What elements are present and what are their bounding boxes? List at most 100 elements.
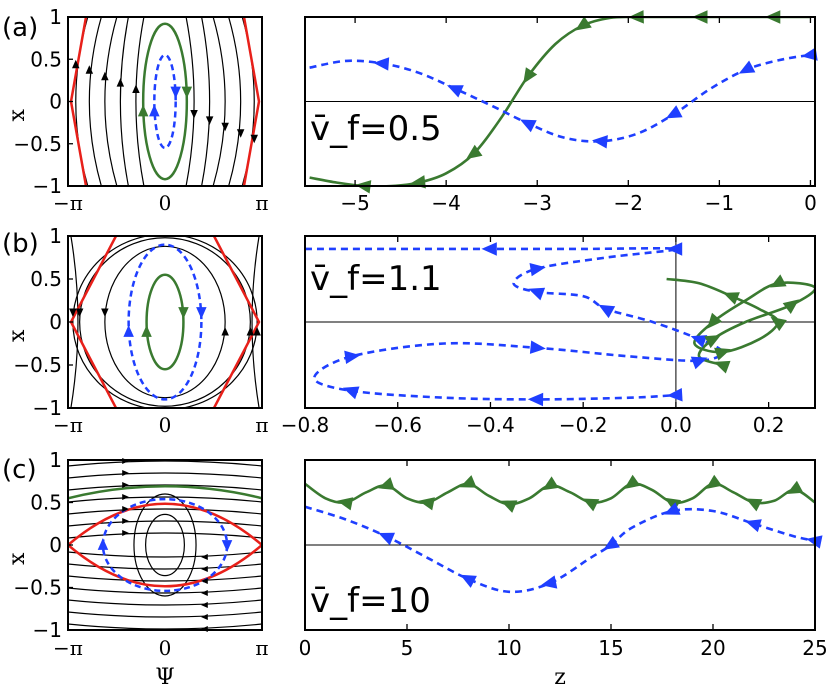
ytick-label: 0.5 — [30, 491, 62, 515]
streamline — [251, 236, 260, 408]
phase-orbit-arrow — [221, 540, 233, 552]
phase-portrait-b — [69, 236, 261, 408]
series-blue-arrow — [592, 135, 608, 149]
streamline-arrow — [201, 602, 208, 608]
series-green-arrow — [770, 316, 787, 332]
ytick-label: −1 — [33, 396, 62, 420]
streamline — [68, 484, 262, 491]
series-green-arrow — [523, 67, 538, 84]
streamline — [68, 532, 262, 539]
series-blue-arrow — [460, 574, 477, 588]
xtick-label: 0 — [159, 636, 172, 660]
streamline-arrow — [201, 590, 208, 596]
streamline-arrow — [246, 327, 255, 336]
streamline — [68, 587, 262, 594]
series-green-arrow — [745, 498, 763, 512]
phase-orbit-arrow — [181, 86, 193, 99]
streamline — [68, 520, 262, 527]
phase-orbit-arrow — [170, 86, 181, 99]
separatrix — [68, 502, 262, 588]
series-blue-arrow — [666, 242, 683, 256]
streamline — [212, 17, 226, 186]
time-frame — [304, 235, 816, 409]
streamline-arrow — [122, 494, 129, 500]
series-blue-arrow — [447, 85, 464, 98]
xtick-label: 0.2 — [753, 413, 785, 437]
streamline-arrow — [221, 327, 229, 336]
series-blue-arrow — [527, 392, 544, 407]
streamline-arrow — [85, 65, 94, 74]
streamline — [68, 599, 262, 606]
series-blue-arrow — [598, 304, 616, 319]
streamline-arrow — [116, 78, 125, 87]
series-green-arrow — [466, 144, 483, 160]
streamline-arrow — [122, 518, 129, 524]
xtick-label: 10 — [496, 636, 521, 660]
ytick-label: 1 — [49, 224, 62, 248]
streamline — [68, 460, 262, 467]
streamline-arrow — [236, 129, 245, 138]
series-blue-arrow — [520, 119, 537, 133]
xtick-label: −3 — [522, 191, 551, 215]
xtick-label: 0 — [299, 636, 312, 660]
streamline-arrow — [101, 308, 109, 317]
streamline — [68, 551, 262, 558]
ytick-label: 1 — [49, 5, 62, 29]
series-blue-arrow — [344, 350, 361, 364]
streamline-arrow — [253, 327, 261, 336]
phase-orbit-arrow — [141, 325, 152, 337]
streamline-arrow — [132, 84, 140, 93]
phase-orbit-arrow — [149, 104, 160, 117]
series-blue-arrow — [801, 47, 818, 61]
time-series-c — [305, 482, 815, 594]
series-green-arrow — [378, 477, 395, 490]
xtick-label: 20 — [700, 636, 725, 660]
xtick-label: −0.2 — [559, 413, 608, 437]
ytick-label: −0.5 — [13, 353, 62, 377]
ytick-label: 1 — [49, 448, 62, 472]
streamline — [88, 17, 102, 186]
series-blue-arrow — [481, 242, 497, 256]
series-green-arrow — [575, 16, 592, 31]
series-blue-arrow — [738, 60, 756, 74]
xtick-label: −4 — [431, 191, 460, 215]
xtick-label: 15 — [598, 636, 623, 660]
phase-xlabel: Ψ — [155, 665, 174, 690]
streamline — [135, 17, 145, 186]
phase-frame — [67, 235, 263, 409]
phase-portrait-c — [68, 460, 262, 630]
xtick-label: −π — [53, 191, 83, 215]
streamline — [104, 17, 118, 186]
panel-label: (c) — [2, 455, 37, 485]
series-blue-arrow — [666, 388, 683, 402]
series-blue-arrow — [663, 502, 681, 515]
separatrix-right — [212, 236, 261, 408]
phase-orbit-blue — [153, 53, 177, 150]
series-blue-arrow — [378, 532, 395, 546]
phase-portrait-a — [69, 17, 261, 186]
phase-orbit-green — [68, 485, 262, 500]
streamline-arrow — [69, 308, 77, 317]
phase-orbit-arrow — [137, 104, 149, 117]
xtick-label: −0.8 — [281, 413, 330, 437]
xtick-label: 0 — [159, 413, 172, 437]
streamline-arrow — [122, 470, 129, 476]
series-green-arrow — [707, 312, 723, 329]
streamline — [72, 236, 258, 408]
streamline-arrow — [122, 530, 129, 536]
streamline — [70, 236, 79, 408]
streamline-arrow — [75, 308, 84, 317]
streamline-arrow — [205, 116, 214, 125]
ytick-label: 0 — [49, 90, 62, 114]
ytick-label: 0 — [49, 533, 62, 557]
streamline-arrow — [190, 110, 198, 119]
velocity-label: v̄_f=10 — [310, 581, 431, 621]
series-blue — [305, 505, 815, 594]
series-green-arrow — [786, 480, 804, 494]
time-frame — [304, 459, 816, 631]
ytick-label: −0.5 — [13, 132, 62, 156]
series-blue-arrow — [690, 335, 708, 348]
xtick-label: 0 — [804, 191, 817, 215]
series-green — [309, 17, 811, 186]
series-green-arrow — [770, 274, 787, 288]
